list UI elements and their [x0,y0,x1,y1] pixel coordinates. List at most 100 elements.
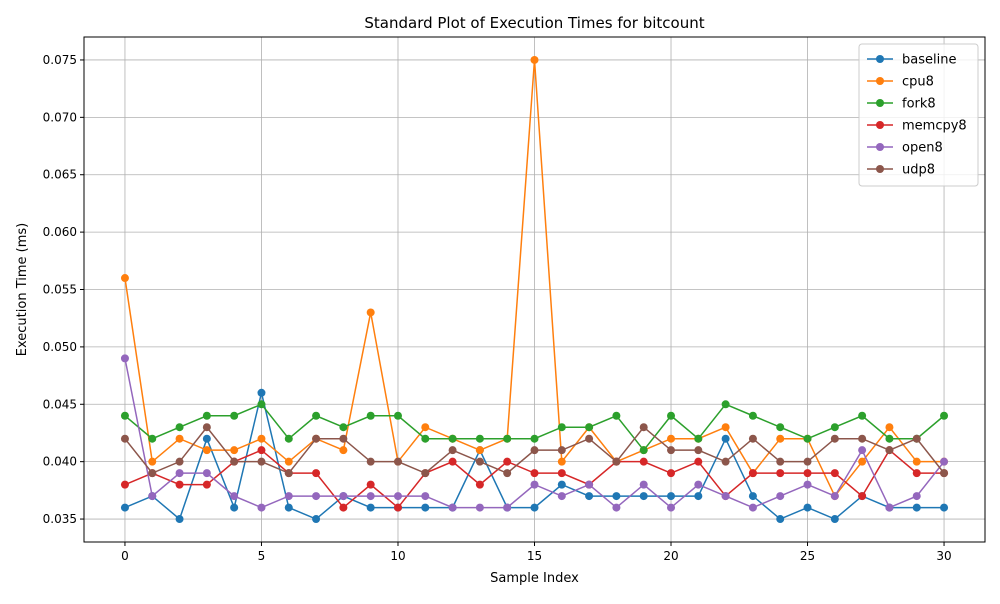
data-point-udp8 [557,446,566,455]
data-point-udp8 [366,457,375,466]
data-point-cpu8 [175,434,184,443]
data-point-memcpy8 [366,480,375,489]
y-tick-label: 0.040 [43,455,77,469]
data-point-memcpy8 [858,492,867,501]
data-point-baseline [230,503,239,512]
x-tick-label: 20 [663,549,678,563]
data-point-baseline [284,503,293,512]
data-point-udp8 [312,434,321,443]
data-point-cpu8 [284,457,293,466]
y-tick-label: 0.050 [43,340,77,354]
data-point-memcpy8 [257,446,266,455]
data-point-open8 [557,492,566,501]
data-point-baseline [940,503,949,512]
data-point-memcpy8 [312,469,321,478]
data-point-fork8 [202,411,211,420]
data-point-open8 [803,480,812,489]
data-point-fork8 [339,423,348,432]
data-point-memcpy8 [120,480,129,489]
grid-lines [84,37,985,542]
data-point-udp8 [776,457,785,466]
data-point-baseline [667,492,676,501]
data-point-udp8 [448,446,457,455]
data-point-fork8 [421,434,430,443]
series-open8 [120,354,949,512]
data-point-baseline [748,492,757,501]
data-point-open8 [284,492,293,501]
data-point-open8 [475,503,484,512]
data-point-udp8 [912,434,921,443]
data-point-udp8 [503,469,512,478]
data-point-udp8 [585,434,594,443]
data-point-open8 [639,480,648,489]
data-point-memcpy8 [639,457,648,466]
y-tick-label: 0.075 [43,53,77,67]
data-point-cpu8 [885,423,894,432]
data-point-memcpy8 [748,469,757,478]
data-point-open8 [940,457,949,466]
data-point-udp8 [148,469,157,478]
y-axis-label: Execution Time (ms) [15,223,30,356]
data-point-open8 [366,492,375,501]
data-point-open8 [175,469,184,478]
data-point-cpu8 [339,446,348,455]
data-point-memcpy8 [339,503,348,512]
legend-marker-cpu8 [876,77,884,85]
data-point-memcpy8 [776,469,785,478]
data-point-cpu8 [257,434,266,443]
data-point-open8 [748,503,757,512]
legend-marker-memcpy8 [876,121,884,129]
series-fork8 [120,400,949,455]
data-point-cpu8 [530,55,539,64]
data-point-fork8 [448,434,457,443]
data-point-open8 [202,469,211,478]
data-point-open8 [393,492,402,501]
legend-marker-open8 [876,143,884,151]
data-point-baseline [912,503,921,512]
data-point-udp8 [885,446,894,455]
data-point-udp8 [339,434,348,443]
data-point-udp8 [721,457,730,466]
legend-item-cpu8: cpu8 [867,75,934,90]
data-point-cpu8 [421,423,430,432]
data-point-fork8 [503,434,512,443]
data-point-udp8 [748,434,757,443]
data-point-open8 [503,503,512,512]
x-tick-label: 30 [936,549,951,563]
data-point-cpu8 [475,446,484,455]
data-point-udp8 [421,469,430,478]
data-point-cpu8 [366,308,375,317]
y-tick-label: 0.035 [43,512,77,526]
legend-marker-baseline [876,55,884,63]
legend-item-memcpy8: memcpy8 [867,119,967,134]
data-point-fork8 [175,423,184,432]
data-point-fork8 [694,434,703,443]
data-point-baseline [421,503,430,512]
data-point-fork8 [284,434,293,443]
data-point-fork8 [366,411,375,420]
data-point-udp8 [175,457,184,466]
data-point-open8 [530,480,539,489]
data-point-baseline [694,492,703,501]
data-point-memcpy8 [175,480,184,489]
data-point-fork8 [721,400,730,409]
data-point-udp8 [694,446,703,455]
data-point-fork8 [393,411,402,420]
data-point-cpu8 [230,446,239,455]
data-point-baseline [803,503,812,512]
data-point-baseline [830,515,839,524]
data-point-fork8 [667,411,676,420]
data-point-cpu8 [202,446,211,455]
data-point-cpu8 [148,457,157,466]
data-point-open8 [120,354,129,363]
data-point-baseline [175,515,184,524]
legend-label: open8 [902,141,943,156]
data-point-udp8 [940,469,949,478]
data-point-baseline [721,434,730,443]
data-point-fork8 [148,434,157,443]
y-tick-label: 0.070 [43,110,77,124]
data-point-udp8 [858,434,867,443]
data-point-open8 [448,503,457,512]
